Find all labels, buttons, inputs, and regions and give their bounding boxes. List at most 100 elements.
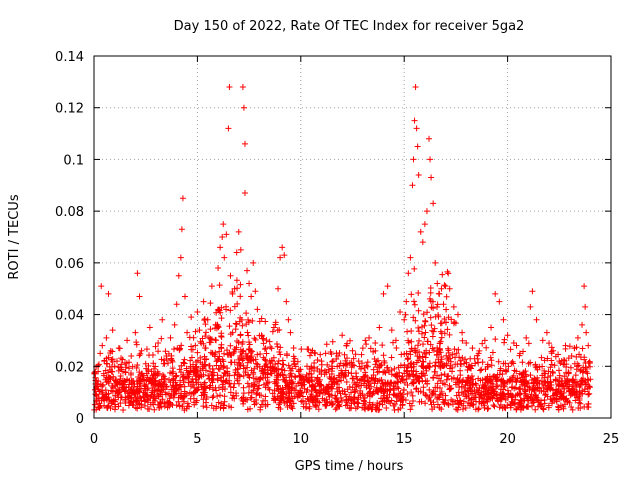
data-point [533,316,540,323]
data-point [196,327,203,334]
data-point [192,342,199,349]
data-point [349,347,356,354]
data-point [421,221,428,228]
x-tick-label: 10 [293,432,310,447]
data-point [568,352,575,359]
data-point [225,125,232,132]
data-point [543,329,550,336]
data-point [213,321,220,328]
data-point [163,352,170,359]
data-point [177,254,184,261]
data-point [295,368,302,375]
x-tick-label: 25 [603,432,620,447]
data-point [469,345,476,352]
data-point [208,283,215,290]
data-point [155,340,162,347]
data-point [227,272,234,279]
data-point [175,272,182,279]
data-point [430,200,437,207]
x-tick-label: 5 [193,432,201,447]
x-axis-ticks: 0 5 10 15 20 25 [90,56,619,447]
chart-title: Day 150 of 2022, Rate Of TEC Index for r… [174,19,525,34]
data-point [184,329,191,336]
data-point [262,345,269,352]
data-point [98,283,105,290]
data-point [124,337,131,344]
data-point [318,358,325,365]
data-point [314,365,321,372]
data-point [181,293,188,300]
data-point [233,249,240,256]
data-point [426,135,433,142]
data-point [304,363,311,370]
y-axis-ticks: 0 0.02 0.04 0.06 0.08 0.1 0.12 0.14 [55,50,611,427]
noise-points [91,265,593,414]
data-point [409,182,416,189]
data-point [270,324,277,331]
data-point [500,316,507,323]
y-tick-label: 0 [76,412,84,427]
data-point [529,288,536,295]
data-point [523,334,530,341]
data-point [496,298,503,305]
data-point [510,340,517,347]
data-point [380,290,387,297]
data-point [231,285,238,292]
data-point [392,337,399,344]
data-point [229,290,236,297]
data-point [427,156,434,163]
y-tick-label: 0.02 [55,360,84,375]
data-point [434,280,441,287]
data-point [95,368,102,375]
data-point [450,303,457,310]
data-point [539,337,546,344]
data-point [410,156,417,163]
data-point [299,373,306,380]
data-point [194,308,201,315]
data-point [366,334,373,341]
data-point [179,195,186,202]
data-point [248,293,255,300]
data-point [246,280,253,287]
x-tick-label: 0 [90,432,98,447]
data-point [582,303,589,310]
data-point [136,293,143,300]
data-point [481,337,488,344]
data-point [239,84,246,91]
data-point [579,321,586,328]
data-point [475,350,482,357]
data-point [173,301,180,308]
y-tick-label: 0.12 [55,102,84,117]
data-point [417,228,424,235]
data-point [415,171,422,178]
data-point [436,290,443,297]
data-point [266,358,273,365]
data-point [405,270,412,277]
data-point [142,360,149,367]
data-point [250,259,257,266]
data-point [432,259,439,266]
data-point [254,306,261,313]
data-point [527,303,534,310]
data-point [581,283,588,290]
data-point [101,358,108,365]
data-points [93,84,594,390]
data-point [411,117,418,124]
data-point [146,324,153,331]
data-point [343,342,350,349]
data-point [384,283,391,290]
data-point [188,314,195,321]
data-point [107,376,114,383]
data-point [388,327,395,334]
data-point [99,342,106,349]
data-point [504,332,511,339]
data-point [587,376,594,383]
data-point [459,329,466,336]
data-point [372,340,379,347]
data-point [134,270,141,277]
data-point [359,345,366,352]
data-point [217,244,224,251]
data-point [397,308,404,315]
data-point [407,254,414,261]
data-point [419,239,426,246]
